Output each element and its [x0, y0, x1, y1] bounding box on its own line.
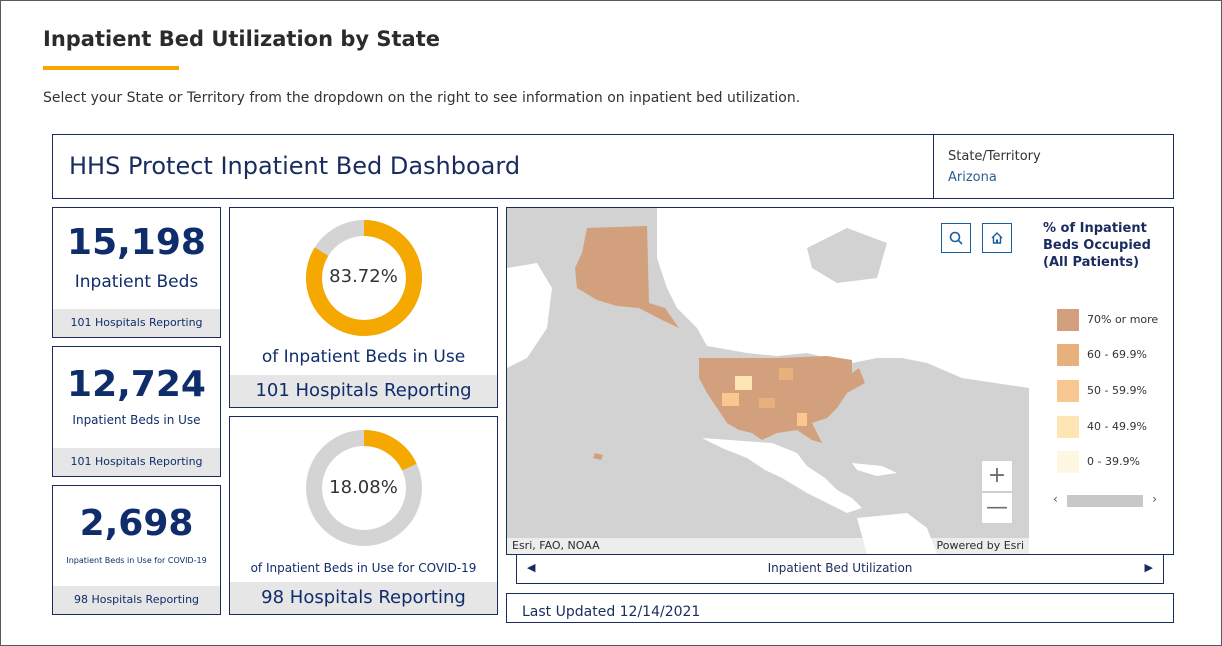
- current-view-label: Inpatient Bed Utilization: [767, 561, 913, 575]
- attribution-source: Esri, FAO, NOAA: [512, 539, 600, 552]
- zoom-in-button[interactable]: +: [981, 460, 1013, 492]
- gauge-caption: of Inpatient Beds in Use: [261, 347, 466, 367]
- map-alaska: [575, 226, 679, 328]
- map-search-button[interactable]: [941, 223, 971, 253]
- gauge-arc: [306, 430, 422, 546]
- gauge-covid-beds: [306, 430, 422, 546]
- legend-label: 60 - 69.9%: [1087, 348, 1147, 361]
- land-mexico: [702, 438, 862, 513]
- legend-swatch: [1057, 451, 1079, 473]
- gauge-footer: 98 Hospitals Reporting: [230, 582, 497, 614]
- search-icon: [949, 231, 963, 245]
- map-legend: % of Inpatient Beds Occupied (All Patien…: [1043, 220, 1171, 508]
- dashboard-header: HHS Protect Inpatient Bed Dashboard Stat…: [52, 134, 1174, 199]
- gauge-value: 18.08%: [329, 477, 398, 498]
- stat-value: 15,198: [67, 222, 206, 263]
- stat-footer: 98 Hospitals Reporting: [53, 586, 220, 614]
- map-state-mid: [722, 393, 739, 406]
- attribution-powered-by[interactable]: Powered by Esri: [936, 539, 1024, 552]
- stat-card-inpatient-beds: 15,198 Inpatient Beds 101 Hospitals Repo…: [52, 207, 221, 338]
- map-hawaii: [593, 453, 603, 460]
- last-updated-text: Last Updated 12/14/2021: [522, 604, 701, 620]
- legend-scrollbar[interactable]: ‹ ›: [1051, 492, 1159, 508]
- next-view-icon[interactable]: ▶: [1144, 561, 1153, 574]
- stat-card-covid-beds: 2,698 Inpatient Beds in Use for COVID-19…: [52, 485, 221, 615]
- last-updated-panel: Last Updated 12/14/2021: [506, 593, 1174, 623]
- gauge-caption: of Inpatient Beds in Use for COVID-19: [250, 561, 477, 575]
- map-panel: + — Esri, FAO, NOAA Powered by Esri % of…: [506, 207, 1174, 555]
- legend-swatch: [1057, 416, 1079, 438]
- stat-label: Inpatient Beds: [74, 272, 199, 292]
- title-underline: [43, 66, 179, 70]
- gauge-beds-in-use: [306, 220, 422, 336]
- scroll-thumb[interactable]: [1067, 495, 1143, 507]
- page-title: Inpatient Bed Utilization by State: [43, 27, 440, 51]
- dashboard-title: HHS Protect Inpatient Bed Dashboard: [69, 152, 521, 180]
- basemap: [507, 208, 1029, 554]
- scroll-left-icon[interactable]: ‹: [1053, 492, 1058, 506]
- prev-view-icon[interactable]: ◀: [527, 561, 536, 574]
- intro-text: Select your State or Territory from the …: [43, 90, 801, 106]
- gauge-card-beds-in-use: 83.72% of Inpatient Beds in Use 101 Hosp…: [229, 207, 498, 408]
- gauge-arc: [306, 220, 422, 336]
- state-selector-label: State/Territory: [948, 149, 1041, 164]
- legend-title: % of Inpatient Beds Occupied (All Patien…: [1043, 221, 1151, 270]
- legend-swatch: [1057, 344, 1079, 366]
- hudson-bay: [807, 228, 887, 283]
- map-state-mid2: [779, 368, 793, 380]
- view-navigation: ◀ Inpatient Bed Utilization ▶: [516, 555, 1164, 584]
- legend-label: 70% or more: [1087, 313, 1159, 326]
- stat-value: 2,698: [79, 503, 194, 544]
- gauge-footer: 101 Hospitals Reporting: [230, 375, 497, 407]
- header-divider: [933, 135, 934, 198]
- home-icon: [991, 232, 1003, 244]
- scroll-right-icon[interactable]: ›: [1152, 492, 1157, 506]
- gauge-card-covid-beds: 18.08% of Inpatient Beds in Use for COVI…: [229, 416, 498, 615]
- stat-footer: 101 Hospitals Reporting: [53, 309, 220, 337]
- stat-value: 12,724: [67, 364, 206, 405]
- legend-label: 40 - 49.9%: [1087, 420, 1147, 433]
- gauge-value: 83.72%: [329, 266, 398, 287]
- stat-label: Inpatient Beds in Use for COVID-19: [66, 556, 207, 565]
- land-cuba: [852, 463, 897, 476]
- map-view[interactable]: + — Esri, FAO, NOAA Powered by Esri: [507, 208, 1029, 554]
- map-state-mid4: [797, 413, 807, 426]
- stat-label: Inpatient Beds in Use: [72, 413, 201, 427]
- map-home-button[interactable]: [982, 223, 1012, 253]
- legend-swatch: [1057, 309, 1079, 331]
- stat-card-beds-in-use: 12,724 Inpatient Beds in Use 101 Hospita…: [52, 346, 221, 477]
- legend-swatch: [1057, 380, 1079, 402]
- legend-label: 0 - 39.9%: [1087, 455, 1140, 468]
- map-state-light: [735, 376, 752, 390]
- state-selector[interactable]: Arizona: [948, 170, 997, 185]
- map-attribution: Esri, FAO, NOAA Powered by Esri: [507, 538, 1029, 554]
- land-asia: [507, 263, 552, 368]
- map-state-mid3: [759, 398, 775, 408]
- legend-label: 50 - 59.9%: [1087, 384, 1147, 397]
- zoom-out-button[interactable]: —: [981, 492, 1013, 524]
- stat-footer: 101 Hospitals Reporting: [53, 448, 220, 476]
